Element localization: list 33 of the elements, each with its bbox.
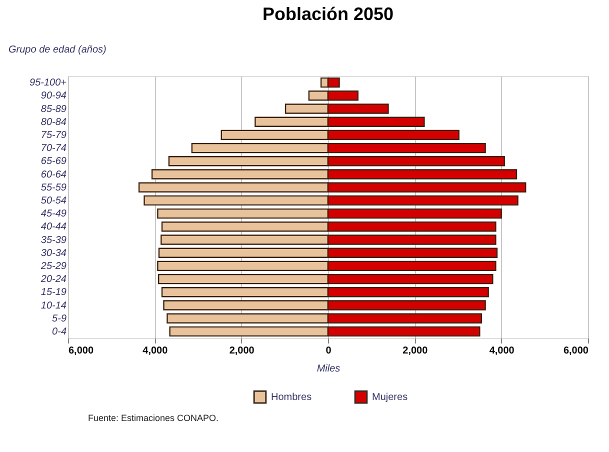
y-tick-label: 15-19 — [40, 287, 67, 298]
y-axis-title: Grupo de edad (años) — [8, 44, 106, 56]
y-tick-label: 55-59 — [40, 182, 67, 194]
x-tick-label: 6,000 — [563, 346, 589, 356]
x-tick-label: 6,000 — [68, 346, 94, 356]
y-tick-label: 75-79 — [40, 130, 67, 141]
y-tick-label: 65-69 — [40, 156, 67, 168]
x-tick-label: 2,000 — [229, 346, 255, 356]
source-note: Fuente: Estimaciones CONAPO. — [88, 413, 219, 423]
y-tick-label: 70-74 — [40, 143, 67, 154]
y-tick-label: 20-24 — [40, 274, 67, 286]
y-tick-label: 50-54 — [40, 195, 67, 206]
y-tick-label: 0-4 — [52, 326, 67, 338]
y-tick-label: 80-84 — [40, 116, 67, 128]
y-tick-label: 25-29 — [40, 260, 67, 272]
y-tick-label: 90-94 — [40, 90, 67, 102]
y-tick-label: 30-34 — [40, 248, 67, 259]
x-tick-label: 4,000 — [142, 346, 168, 356]
y-tick-label: 35-39 — [40, 234, 67, 246]
legend-label: Hombres — [271, 392, 312, 404]
chart-title: Población 2050 — [262, 4, 394, 24]
y-tick-label: 95-100+ — [30, 78, 67, 89]
y-tick-label: 10-14 — [40, 300, 67, 312]
y-tick-label: 85-89 — [40, 104, 67, 115]
y-tick-label: 60-64 — [40, 169, 67, 180]
y-tick-label: 5-9 — [52, 313, 67, 324]
x-tick-label: 2,000 — [402, 346, 428, 356]
y-tick-label: 40-44 — [40, 222, 67, 233]
legend-label: Mujeres — [372, 392, 408, 404]
x-tick-label: 0 — [326, 346, 332, 356]
y-tick-label: 45-49 — [40, 208, 67, 220]
x-tick-label: 4,000 — [489, 346, 515, 356]
x-axis-title: Miles — [316, 364, 340, 374]
